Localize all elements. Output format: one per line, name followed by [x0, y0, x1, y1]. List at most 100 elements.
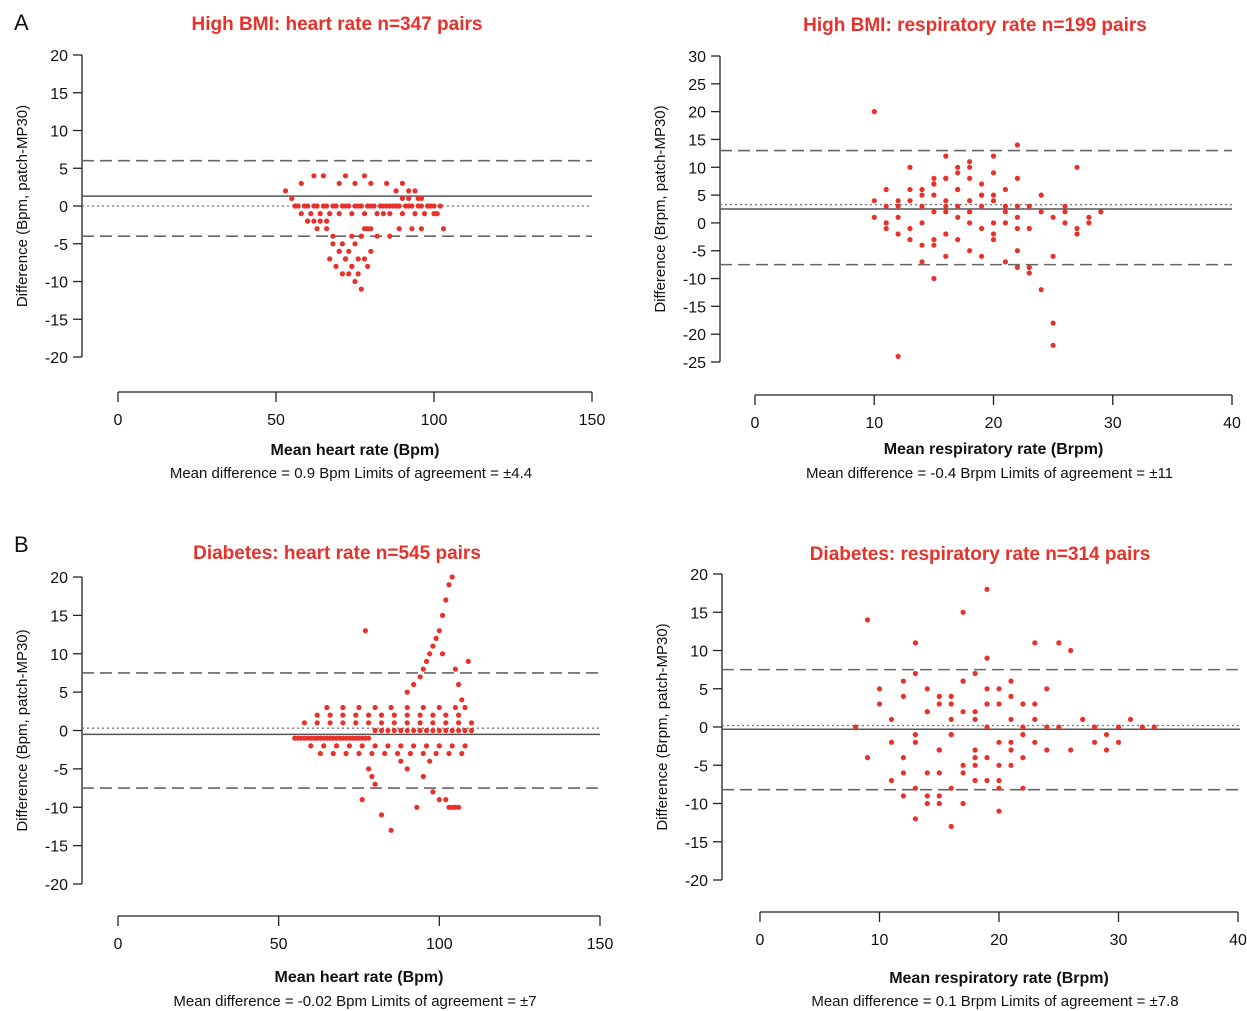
- panel3-data-point: [468, 720, 475, 726]
- panel1-data-point: [336, 211, 342, 217]
- panel2-x-axis-label: Mean respiratory rate (Brpm): [884, 441, 1104, 458]
- panel1-data-point: [324, 226, 330, 232]
- panel2-data-point: [1014, 175, 1021, 181]
- panel3-data-point: [436, 628, 442, 634]
- panel2-data-point: [931, 209, 937, 215]
- panel3-data-point: [417, 720, 423, 726]
- panel4-data-point: [984, 686, 990, 692]
- panel4-data-point: [1151, 724, 1157, 730]
- panel3-data-point: [314, 720, 320, 726]
- panel4-data-point: [1139, 724, 1145, 730]
- panel4-y-axis-label: Difference (Brpm, patch-MP30): [654, 623, 671, 830]
- panel1-data-point: [330, 241, 336, 247]
- panel3-data-point: [366, 766, 372, 772]
- panel2-data-point: [979, 181, 985, 187]
- panel1-data-point: [406, 195, 412, 201]
- panel2-data-point: [1050, 214, 1056, 220]
- panel1-data-point: [352, 278, 358, 285]
- panel1-data-point: [365, 263, 371, 269]
- panel2-data-point: [895, 214, 901, 220]
- panel2-x-tick-label: 40: [1223, 415, 1241, 432]
- panel3-data-point: [417, 712, 423, 718]
- panel1-data-point: [361, 173, 368, 179]
- panel1-x-tick-label: 150: [579, 412, 606, 429]
- panel-label-a: A: [14, 10, 29, 35]
- panel1-data-point: [393, 203, 399, 209]
- panel3-data-point: [314, 712, 320, 718]
- panel2-data-point: [1014, 142, 1021, 148]
- panel2-data-point: [990, 231, 997, 237]
- panel1-data-point: [342, 256, 349, 262]
- panel3-data-point: [446, 750, 452, 757]
- panel3-data-point: [456, 720, 462, 726]
- panel2-data-point: [1062, 220, 1068, 226]
- panel1-data-point: [314, 226, 320, 232]
- panel1-caption: Mean difference = 0.9 Bpm Limits of agre…: [170, 465, 532, 482]
- panel3-data-point: [324, 704, 330, 711]
- panel4-data-point: [1008, 693, 1014, 700]
- panel2-data-point: [1074, 225, 1080, 232]
- panel2-data-point: [967, 175, 973, 181]
- panel2-data-point: [1038, 209, 1044, 215]
- panel4-data-point: [912, 732, 919, 738]
- panel3-x-tick-label: 50: [270, 936, 288, 953]
- panel3-data-point: [423, 727, 430, 734]
- panel3-data-point: [456, 727, 462, 734]
- panel3-data-point: [427, 651, 433, 657]
- panel1-data-point: [295, 203, 301, 209]
- panel4-data-point: [984, 724, 990, 730]
- panel4-data-point: [960, 709, 966, 715]
- panel2-data-point: [943, 198, 949, 204]
- panel2-data-point: [1014, 248, 1021, 254]
- panel1-x-tick-label: 0: [114, 412, 123, 429]
- panel1-data-point: [355, 256, 361, 262]
- panel3-data-point: [359, 743, 365, 749]
- panel4-data-point: [936, 747, 942, 753]
- panel4-data-point: [936, 693, 942, 700]
- panel1-data-point: [317, 211, 323, 217]
- panel4-data-point: [900, 770, 907, 776]
- panel3-data-point: [430, 727, 436, 734]
- panel4-data-point: [984, 655, 990, 661]
- panel3-data-point: [433, 635, 439, 642]
- panel2-data-point: [1062, 209, 1068, 215]
- panel2-data-point: [871, 198, 877, 204]
- panel1-data-point: [282, 188, 289, 194]
- panel2-data-point: [919, 220, 925, 226]
- panel1-data-point: [374, 233, 380, 239]
- panel3-data-point: [446, 582, 452, 588]
- panel3-data-point: [378, 812, 385, 818]
- panel-label-b: B: [14, 532, 29, 557]
- panel2-y-tick-label: 15: [688, 132, 706, 149]
- panel3-y-tick-label: 20: [50, 570, 68, 587]
- panel4-x-tick-label: 0: [756, 932, 765, 949]
- panel1-data-point: [361, 256, 368, 262]
- panel2-data-point: [943, 253, 949, 259]
- panel3-x-axis-label: Mean heart rate (Bpm): [275, 969, 444, 986]
- panel2-data-point: [955, 186, 961, 193]
- panel1-data-point: [384, 180, 390, 186]
- panel3-data-point: [449, 743, 455, 749]
- panel3-data-point: [343, 750, 349, 757]
- panel1-data-point: [311, 218, 317, 224]
- panel2-data-point: [990, 198, 997, 204]
- panel2-data-point: [943, 203, 949, 209]
- panel1-x-tick-label: 50: [267, 412, 285, 429]
- panel2-data-point: [955, 170, 961, 176]
- panel1-data-point: [418, 195, 424, 201]
- panel2-data-point: [1026, 225, 1032, 232]
- panel2-data-point: [967, 248, 973, 254]
- panel3-data-point: [372, 781, 378, 787]
- panel4-caption: Mean difference = 0.1 Brpm Limits of agr…: [811, 993, 1178, 1010]
- panel3-y-tick-label: -15: [45, 839, 68, 856]
- panel3-data-point: [404, 720, 410, 726]
- panel3-data-point: [404, 689, 410, 695]
- panel2-data-point: [1002, 209, 1009, 215]
- panel3-y-tick-label: 10: [50, 647, 68, 664]
- panel4-y-tick-label: 10: [690, 644, 708, 661]
- panel4-data-point: [900, 678, 907, 684]
- panel4-data-point: [1103, 747, 1110, 753]
- panel1-data-point: [349, 211, 355, 217]
- panel2-data-point: [955, 203, 961, 209]
- panel2-data-point: [895, 231, 901, 237]
